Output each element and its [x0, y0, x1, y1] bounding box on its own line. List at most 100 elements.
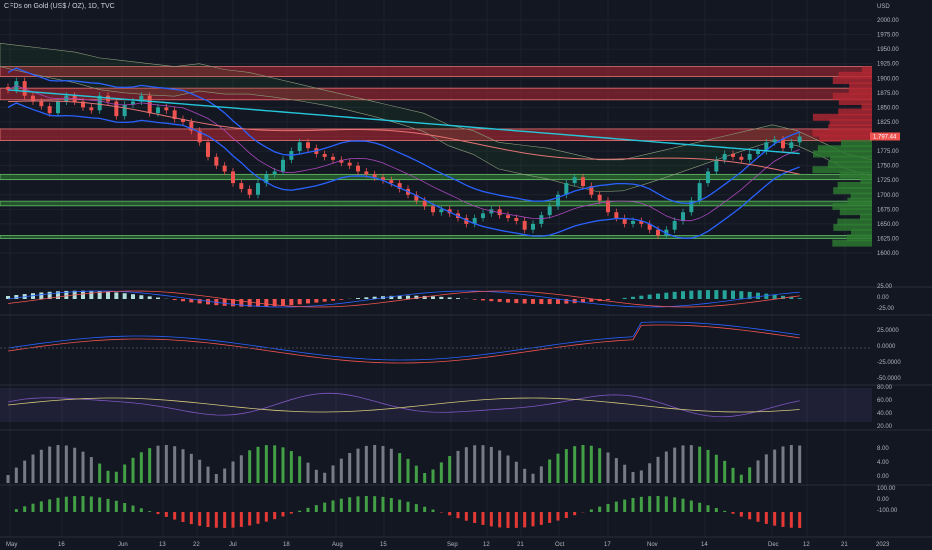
volume-bar	[206, 466, 210, 483]
volume-bar	[189, 453, 193, 483]
osc-hist-bar	[339, 498, 343, 512]
macd-hist-bar	[681, 291, 685, 299]
candle	[156, 107, 160, 114]
candle	[747, 153, 752, 160]
volume-bar	[639, 470, 643, 483]
volume-bar	[431, 469, 435, 483]
candle	[639, 220, 644, 224]
volume-profile-bar	[848, 87, 872, 95]
price-axis-label: 1700.00	[877, 193, 899, 199]
volume-bar	[731, 467, 735, 483]
rsi-line	[7, 392, 800, 418]
osc-hist-bar	[431, 509, 435, 512]
osc-hist-bar	[298, 510, 302, 512]
date-axis-label: 17	[604, 542, 611, 548]
macd-hist-bar	[64, 290, 69, 299]
osc-hist-bar	[648, 496, 652, 512]
volume-bar	[398, 453, 402, 483]
date-axis-label: 16	[58, 542, 65, 548]
macd-hist-bar	[189, 299, 194, 303]
osc-hist-bar	[698, 502, 702, 512]
candle	[222, 165, 227, 172]
volume-bar	[423, 473, 427, 483]
osc-hist-bar	[598, 506, 602, 512]
volume-profile-bar	[813, 150, 872, 158]
osc-hist-bar	[764, 512, 768, 524]
candle	[672, 220, 677, 230]
candle	[606, 200, 610, 213]
candle	[414, 194, 419, 201]
candle	[422, 200, 427, 207]
macd-hist-bar	[314, 299, 319, 303]
candle	[481, 213, 485, 219]
osc-hist-bar	[448, 512, 452, 516]
macd-hist-bar	[447, 297, 452, 299]
osc-hist-bar	[523, 512, 527, 528]
osc-hist-bar	[131, 505, 135, 512]
macd-hist-bar	[364, 297, 369, 299]
candle	[364, 171, 369, 175]
macd-hist-bar	[206, 299, 210, 305]
rsi-axis-label: 60.00	[877, 398, 893, 404]
price-axis-label: 1925.00	[877, 62, 899, 68]
volume-bar	[106, 470, 110, 483]
macd-hist-bar	[547, 299, 552, 305]
volume-bar	[123, 464, 127, 483]
macd-hist-bar	[6, 296, 10, 299]
candle	[547, 206, 552, 216]
price-axis-label: 1675.00	[877, 207, 899, 213]
candle	[614, 212, 619, 219]
candle	[22, 81, 27, 96]
candle	[664, 229, 669, 236]
macd-hist-bar	[631, 296, 635, 299]
candle	[556, 194, 560, 207]
candle	[331, 156, 335, 160]
osc-hist-bar	[514, 512, 518, 528]
macd-hist-bar	[356, 298, 360, 299]
macd-hist-bar	[656, 293, 660, 299]
macd-hist-bar	[556, 299, 560, 304]
volume-profile-bar	[832, 202, 872, 210]
candle	[64, 95, 69, 102]
volume-bar	[314, 469, 318, 483]
osc-hist-bar	[156, 512, 160, 515]
volume-axis-label: 8.00	[877, 446, 889, 452]
volume-bar	[548, 459, 552, 483]
date-axis-label: Sep	[447, 542, 458, 548]
price-axis-label: 1625.00	[877, 236, 899, 242]
volume-bar	[698, 446, 702, 483]
volume-bar	[506, 455, 510, 483]
volume-bar	[273, 445, 277, 483]
candle	[739, 156, 744, 160]
volume-bar	[6, 475, 10, 483]
volume-bar	[56, 445, 60, 483]
macd-hist-bar	[339, 299, 344, 300]
volume-bar	[98, 463, 102, 483]
osc-hist-bar	[548, 512, 552, 523]
osc-hist-bar	[64, 496, 68, 512]
candle	[81, 101, 85, 108]
osc-hist-bar	[731, 512, 735, 514]
volume-profile-bar	[812, 129, 872, 137]
macd-hist-bar	[747, 291, 752, 299]
osc-hist-bar	[689, 500, 693, 512]
volume-bar	[739, 474, 743, 483]
osc-hist-bar	[239, 512, 243, 527]
symbol-title: CFDs on Gold (US$ / OZ), 1D, TVC	[4, 3, 115, 10]
candle	[397, 183, 402, 189]
macd-hist-bar	[147, 296, 152, 299]
macd-hist-bar	[639, 295, 644, 299]
osc-hist-bar	[56, 497, 60, 512]
volume-bar	[631, 472, 635, 483]
volume-bar	[614, 458, 618, 483]
price-axis-label: 1875.00	[877, 91, 899, 97]
volume-profile-bar	[832, 92, 872, 100]
osc-hist-bar	[214, 512, 218, 528]
volume-bar	[648, 463, 652, 483]
macd-hist-bar	[422, 295, 427, 299]
candle	[522, 220, 527, 230]
macd-hist-bar	[406, 295, 410, 299]
macd-hist-bar	[272, 299, 277, 307]
macd-hist-bar	[722, 290, 727, 299]
